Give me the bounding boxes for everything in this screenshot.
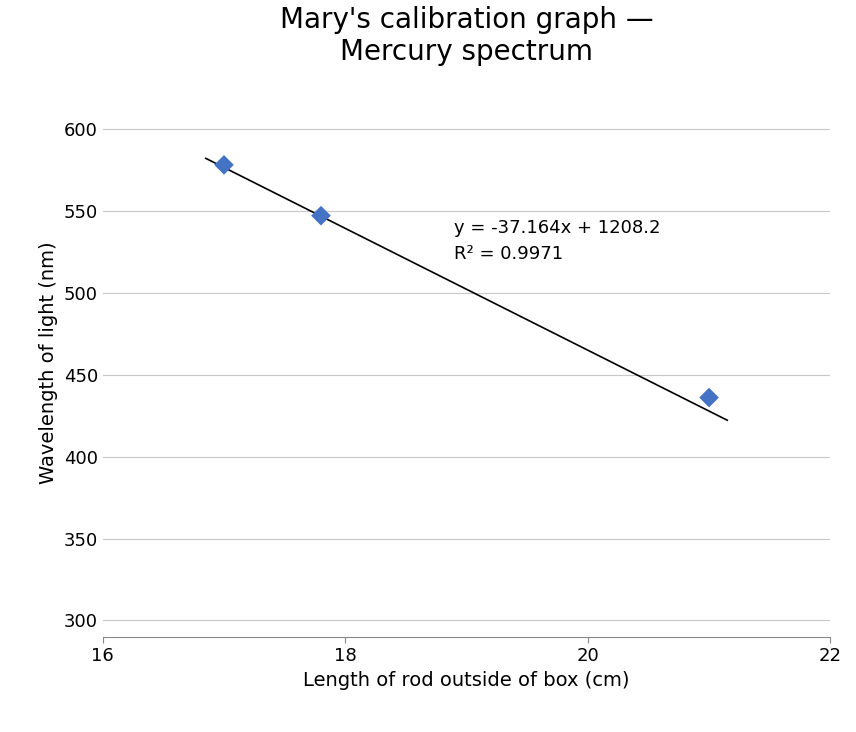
X-axis label: Length of rod outside of box (cm): Length of rod outside of box (cm) xyxy=(303,671,630,690)
Text: y = -37.164x + 1208.2
R² = 0.9971: y = -37.164x + 1208.2 R² = 0.9971 xyxy=(455,219,661,264)
Point xyxy=(702,392,716,403)
Point xyxy=(314,210,328,222)
Point xyxy=(217,159,231,171)
Y-axis label: Wavelength of light (nm): Wavelength of light (nm) xyxy=(39,241,58,484)
Title: Mary's calibration graph —
Mercury spectrum: Mary's calibration graph — Mercury spect… xyxy=(280,6,653,66)
